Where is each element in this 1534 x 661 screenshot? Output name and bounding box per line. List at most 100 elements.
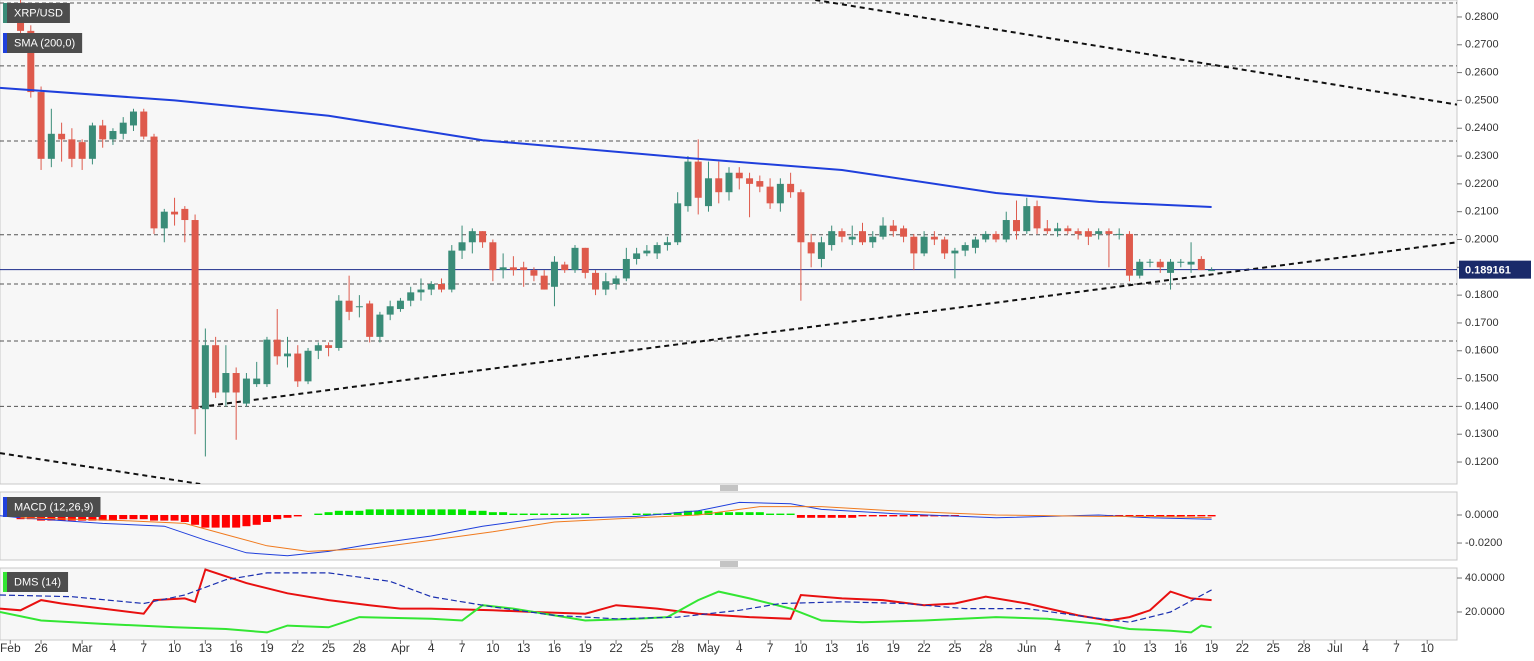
histogram-bar	[67, 514, 76, 521]
candle-body	[119, 122, 127, 134]
y-tick-label: 0.1800	[1465, 289, 1499, 301]
candle-body	[704, 178, 712, 207]
candle-body	[314, 345, 322, 351]
candle-body	[479, 231, 487, 243]
candle-body	[396, 300, 404, 310]
histogram-bar	[324, 512, 333, 515]
candle-body	[438, 284, 446, 290]
candle-body	[715, 178, 723, 193]
histogram-bar	[1176, 514, 1185, 517]
x-tick-label: 28	[1297, 641, 1311, 655]
histogram-bar	[119, 514, 128, 520]
y-tick-label: 0.2300	[1465, 150, 1499, 162]
y-tick-label: 0.2800	[1465, 11, 1499, 23]
candle-body	[99, 125, 107, 140]
candle-body	[879, 225, 887, 237]
x-tick-label: 13	[1143, 641, 1157, 655]
splitter[interactable]	[720, 561, 738, 567]
histogram-bar	[827, 514, 836, 518]
candle-body	[68, 139, 76, 159]
candle-body	[212, 345, 220, 393]
histogram-bar	[427, 509, 436, 515]
histogram-bar	[242, 514, 251, 527]
candle-body	[674, 203, 682, 243]
histogram-bar	[540, 513, 549, 515]
histogram-bar	[632, 513, 641, 515]
candle-body	[571, 247, 579, 271]
y-tick-label: 40.0000	[1465, 572, 1505, 584]
x-tick-label: 26	[34, 641, 48, 655]
histogram-bar	[139, 514, 148, 520]
histogram-bar	[191, 514, 200, 525]
candle-body	[612, 278, 620, 285]
price-label: 0.189161	[1465, 265, 1511, 277]
x-tick-label: 4	[110, 641, 117, 655]
splitter[interactable]	[720, 485, 738, 491]
x-tick-label: 7	[1393, 641, 1400, 655]
candle-body	[838, 231, 846, 237]
histogram-bar	[889, 514, 898, 517]
candle-body	[355, 306, 363, 308]
candle-body	[242, 378, 250, 404]
histogram-bar	[273, 514, 282, 520]
x-tick-label: 7	[1085, 641, 1092, 655]
candle-body	[776, 183, 784, 204]
histogram-bar	[1125, 514, 1134, 517]
histogram-bar	[683, 510, 692, 515]
dms-plot	[0, 568, 1212, 634]
price-plot	[0, 0, 1457, 484]
histogram-bar	[1145, 514, 1154, 517]
x-tick-label: 16	[229, 641, 243, 655]
histogram-bar	[47, 514, 56, 521]
dms-line	[0, 572, 1212, 623]
candle-body	[1074, 231, 1082, 234]
histogram-bar	[550, 513, 559, 515]
candle-body	[581, 247, 589, 273]
histogram-bar	[458, 509, 467, 515]
candle-body	[345, 300, 353, 312]
histogram-bar	[499, 512, 508, 515]
histogram-bar	[673, 512, 682, 515]
trendline	[815, 0, 1457, 106]
candle-body	[1136, 261, 1144, 276]
y-tick-label: 0.0000	[1465, 509, 1499, 521]
histogram-bar	[447, 509, 456, 515]
histogram-bar	[283, 514, 292, 518]
candle-body	[828, 231, 836, 246]
histogram-bar	[468, 510, 477, 515]
candle-body	[663, 242, 671, 246]
candle-body	[653, 245, 661, 254]
histogram-bar	[108, 514, 117, 521]
y-tick-label: 0.1500	[1465, 372, 1499, 384]
x-tick-label: 16	[856, 641, 870, 655]
x-tick-label: Mar	[72, 641, 93, 655]
histogram-bar	[519, 513, 528, 515]
candle-body	[109, 131, 117, 140]
candle-body	[817, 242, 825, 259]
legend-label: XRP/USD	[14, 7, 63, 19]
x-tick-label: 16	[548, 641, 562, 655]
legend-marker	[3, 3, 7, 23]
candle-body	[150, 136, 158, 229]
x-tick-label: 28	[353, 641, 367, 655]
candle-body	[489, 242, 497, 271]
candle-body	[992, 233, 1000, 240]
x-tick-label: 22	[609, 641, 623, 655]
candle-body	[263, 339, 271, 385]
candle-body	[530, 270, 538, 276]
x-tick-label: 19	[1205, 641, 1219, 655]
histogram-bar	[170, 514, 179, 521]
histogram-bar	[581, 513, 590, 515]
histogram-bar	[88, 514, 97, 521]
candle-body	[253, 378, 261, 385]
candle-body	[468, 231, 476, 243]
x-tick-label: 13	[199, 641, 213, 655]
candle-body	[222, 373, 230, 393]
candle-body	[941, 239, 949, 254]
candle-body	[622, 258, 630, 279]
legend-label: DMS (14)	[14, 576, 61, 588]
legend-box	[3, 572, 69, 592]
histogram-bar	[57, 514, 66, 521]
histogram-bar	[375, 509, 384, 515]
histogram-bar	[406, 509, 415, 515]
